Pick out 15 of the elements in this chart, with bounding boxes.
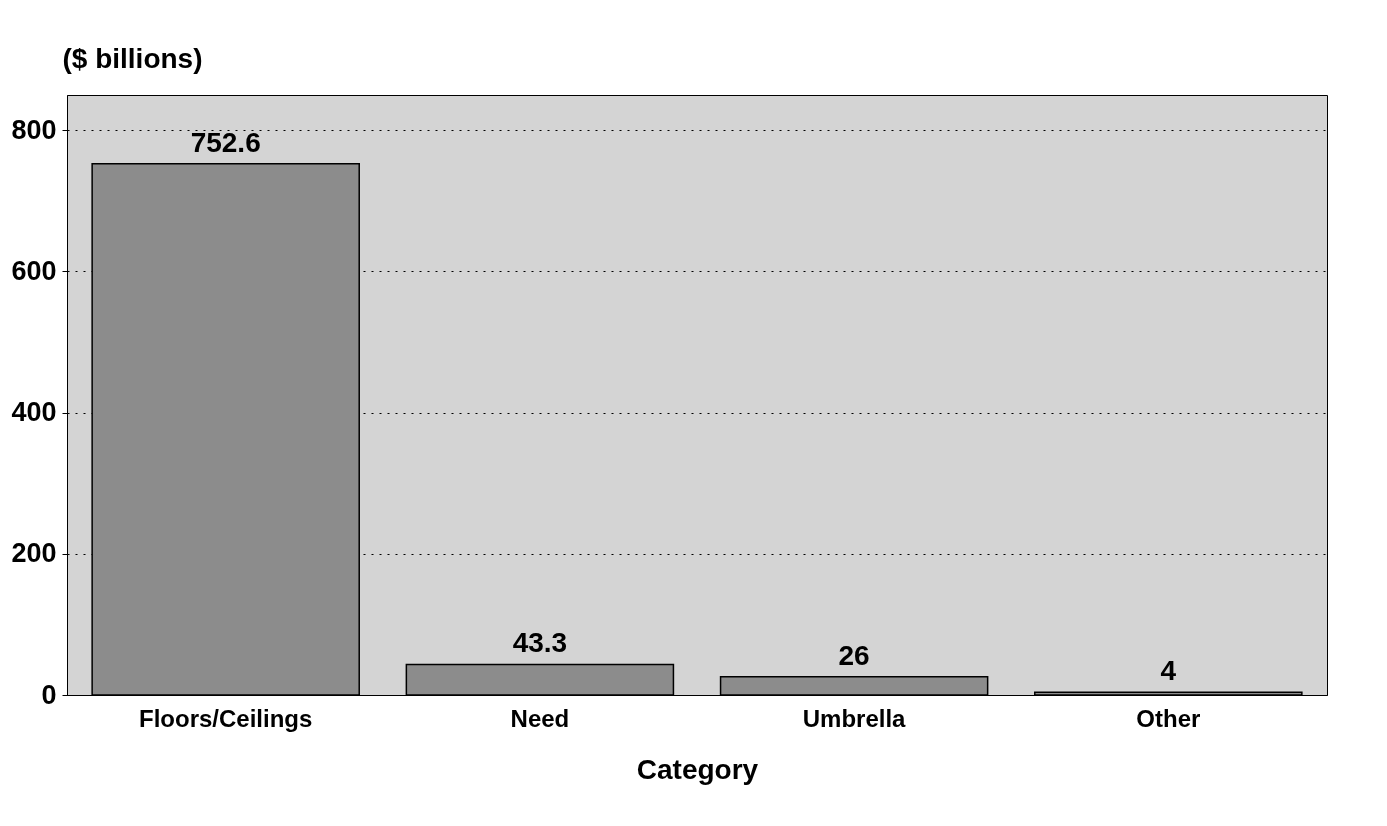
x-tick-label: Floors/Ceilings — [139, 704, 313, 732]
y-tick-label: 200 — [11, 538, 57, 569]
x-tick-label: Other — [1136, 704, 1201, 732]
y-tick-label: 400 — [11, 397, 57, 428]
data-label: 26 — [838, 639, 870, 671]
y-tick-label: 0 — [41, 679, 57, 710]
data-label: 43.3 — [512, 627, 568, 659]
data-label: 4 — [1160, 655, 1177, 687]
y-tick-label: 800 — [11, 114, 57, 145]
x-tick-label: Need — [510, 704, 570, 732]
y-tick-label: 600 — [11, 255, 57, 286]
data-label: 752.6 — [190, 126, 261, 158]
x-tick-label: Umbrella — [802, 704, 907, 732]
x-axis-title: Category — [636, 753, 759, 785]
y-axis-title: ($ billions) — [62, 42, 203, 74]
